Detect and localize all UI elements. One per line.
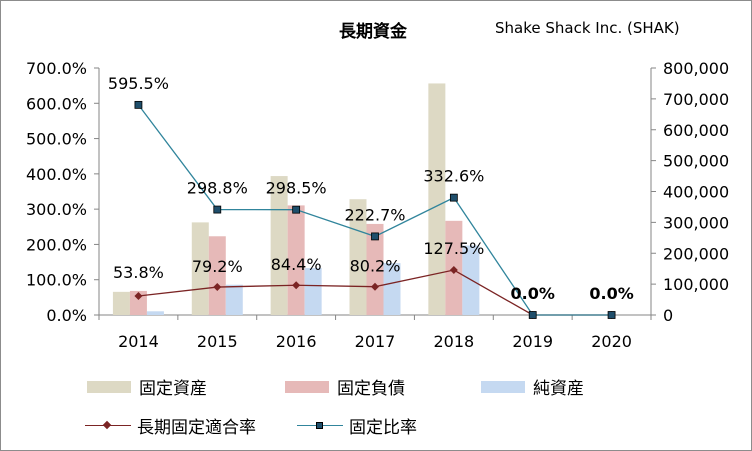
legend-marker-fixed-ratio xyxy=(297,421,343,431)
legend-item-fixed-assets: 固定資産 xyxy=(87,374,207,399)
legend-item-net-assets: 純資産 xyxy=(481,374,584,399)
point-fixed-ratio xyxy=(213,205,222,214)
legend-item-fixed-ratio: 固定比率 xyxy=(297,413,417,438)
legend-label-fixed-liabilities: 固定負債 xyxy=(337,379,405,399)
x-tick-label: 2014 xyxy=(118,332,159,351)
data-label-long-term-fixed-ratio: 53.8% xyxy=(113,263,164,282)
x-tick-label: 2020 xyxy=(591,332,632,351)
point-fixed-ratio xyxy=(607,311,616,319)
bar-fixed-liabilities xyxy=(366,223,384,315)
y-right-tick-label: 600,000 xyxy=(663,121,729,140)
chart-title: 長期資金 xyxy=(339,22,407,42)
bar-net-assets xyxy=(304,268,322,315)
point-long-term-fixed-ratio xyxy=(134,292,143,301)
y-right-tick-label: 200,000 xyxy=(663,244,729,263)
y-right-tick-label: 400,000 xyxy=(663,183,729,202)
y-right-tick-label: 0 xyxy=(663,306,673,325)
company-name: Shake Shack Inc. (SHAK) xyxy=(495,19,680,37)
x-tick-label: 2016 xyxy=(276,332,317,351)
bar-fixed-liabilities xyxy=(287,205,305,315)
y-left-tick-label: 100.0% xyxy=(26,271,87,290)
legend-swatch-net-assets xyxy=(481,380,525,393)
bar-fixed-assets xyxy=(270,176,288,315)
legend-swatch-fixed-liabilities xyxy=(285,380,329,393)
data-label-fixed-ratio: 222.7% xyxy=(344,205,405,224)
data-label-long-term-fixed-ratio: 84.4% xyxy=(271,255,322,274)
bar-fixed-liabilities xyxy=(129,290,147,315)
point-long-term-fixed-ratio xyxy=(292,281,301,290)
x-tick-label: 2015 xyxy=(197,332,238,351)
bar-fixed-assets xyxy=(191,222,209,315)
x-tick-label: 2018 xyxy=(433,332,474,351)
point-fixed-ratio xyxy=(371,232,379,241)
y-right-tick-label: 300,000 xyxy=(663,213,729,232)
x-tick-label: 2019 xyxy=(512,332,553,351)
y-left-tick-label: 300.0% xyxy=(26,200,87,219)
legend-label-net-assets: 純資産 xyxy=(533,379,584,399)
data-label-long-term-fixed-ratio: 127.5% xyxy=(423,239,484,258)
y-left-tick-label: 500.0% xyxy=(26,130,87,149)
data-label-fixed-ratio: 298.5% xyxy=(266,179,327,198)
y-left-tick-label: 400.0% xyxy=(26,165,87,184)
point-fixed-ratio xyxy=(292,205,301,214)
y-left-tick-label: 700.0% xyxy=(26,59,87,78)
x-tick-label: 2017 xyxy=(355,332,396,351)
legend-swatch-fixed-assets xyxy=(87,380,131,393)
data-label-fixed-ratio: 0.0% xyxy=(589,284,633,303)
data-label-fixed-ratio: 595.5% xyxy=(108,74,169,93)
bar-fixed-assets xyxy=(112,291,130,315)
point-long-term-fixed-ratio xyxy=(213,283,222,292)
legend-label-long-term-fixed-ratio: 長期固定適合率 xyxy=(137,418,256,438)
point-fixed-ratio xyxy=(449,193,458,202)
data-label-long-term-fixed-ratio: 79.2% xyxy=(192,257,243,276)
point-fixed-ratio xyxy=(134,100,143,109)
bar-net-assets xyxy=(225,284,243,315)
y-right-tick-label: 500,000 xyxy=(663,152,729,171)
legend-item-fixed-liabilities: 固定負債 xyxy=(285,374,405,399)
data-label-fixed-ratio: 298.8% xyxy=(187,179,248,198)
point-long-term-fixed-ratio xyxy=(371,282,379,291)
legend-label-fixed-ratio: 固定比率 xyxy=(349,418,417,438)
bar-fixed-assets xyxy=(428,83,446,315)
y-right-tick-label: 700,000 xyxy=(663,90,729,109)
data-label-fixed-ratio: 332.6% xyxy=(423,167,484,186)
data-label-long-term-fixed-ratio: 80.2% xyxy=(350,257,401,276)
point-long-term-fixed-ratio xyxy=(449,266,458,275)
point-fixed-ratio xyxy=(528,311,537,319)
legend-marker-long-term-fixed-ratio xyxy=(85,420,131,431)
bar-net-assets xyxy=(383,263,401,315)
y-right-tick-label: 800,000 xyxy=(663,59,729,78)
legend-label-fixed-assets: 固定資産 xyxy=(139,379,207,399)
bar-fixed-liabilities xyxy=(208,236,226,315)
y-left-tick-label: 600.0% xyxy=(26,94,87,113)
data-label-fixed-ratio: 0.0% xyxy=(511,284,555,303)
legend-item-long-term-fixed-ratio: 長期固定適合率 xyxy=(85,413,256,438)
y-left-tick-label: 200.0% xyxy=(26,235,87,254)
bar-net-assets xyxy=(146,311,164,315)
y-left-tick-label: 0.0% xyxy=(46,306,87,325)
y-right-tick-label: 100,000 xyxy=(663,275,729,294)
